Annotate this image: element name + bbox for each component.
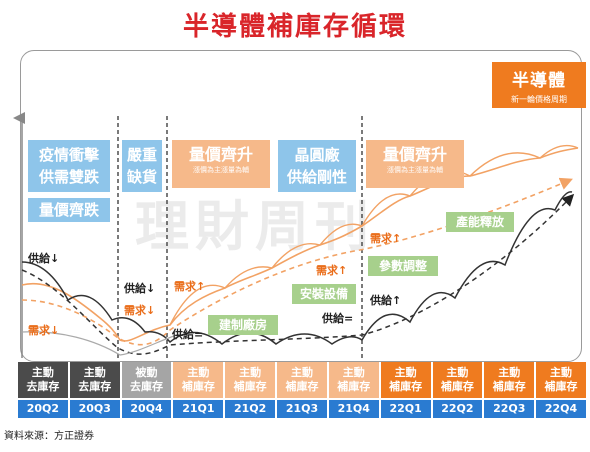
box-volume-price-rise-1-title: 量價齊升 (188, 145, 253, 164)
box-pandemic-shock: 疫情衝擊 供需雙跌 (28, 140, 110, 192)
period-cell: 21Q3 (277, 400, 327, 418)
brand-badge: 半導體 新一輪價格周期 (492, 62, 586, 108)
supply-trend-line (21, 193, 575, 355)
period-cell: 22Q2 (432, 400, 483, 418)
phase-cell: 主動 補庫存 (225, 362, 276, 398)
demand-curve (21, 147, 579, 342)
box-build-fab: 建制廠房 (208, 315, 278, 335)
diagram-frame (20, 50, 582, 362)
source-note: 資料來源：方正證券 (4, 431, 94, 442)
box-volume-price-rise-1-sub: 漲價為主漲量為輔 (193, 166, 249, 174)
period-cell: 21Q2 (225, 400, 276, 418)
box-volume-price-fall: 量價齊跌 (28, 198, 110, 222)
phase-cell: 主動 補庫存 (432, 362, 483, 398)
phase-cell: 主動 補庫存 (536, 362, 586, 398)
box-parameter-tuning: 參數調整 (368, 256, 438, 276)
period-cell: 22Q4 (536, 400, 586, 418)
supply-arcs (21, 191, 573, 345)
box-severe-shortage: 嚴重 缺貨 (122, 140, 162, 192)
phase-cell: 主動 補庫存 (173, 362, 224, 398)
label-supply-down-1: 供給↓ (28, 252, 60, 265)
phase-cell: 被動 去庫存 (121, 362, 172, 398)
watermark: 理財周刊 (135, 195, 375, 258)
label-supply-down-2: 供給↓ (124, 282, 156, 295)
label-demand-down-1: 需求↓ (28, 324, 60, 337)
phase-cell: 主動 去庫存 (18, 362, 68, 398)
phase-cell: 主動 補庫存 (277, 362, 327, 398)
box-volume-price-rise-2-sub: 漲價為主漲量為輔 (387, 166, 443, 174)
label-demand-up-1: 需求↑ (174, 280, 206, 293)
period-cell: 21Q4 (328, 400, 379, 418)
period-cell: 22Q3 (484, 400, 535, 418)
phase-cell: 主動 補庫存 (484, 362, 535, 398)
brand-subtitle: 新一輪價格周期 (511, 95, 567, 104)
label-supply-up: 供給↑ (370, 294, 402, 307)
box-volume-price-rise-2-title: 量價齊升 (382, 145, 447, 164)
period-cell: 20Q3 (69, 400, 120, 418)
box-volume-price-rise-2: 量價齊升 漲價為主漲量為輔 (366, 140, 464, 188)
box-fab-supply-rigidity: 晶圓廠 供給剛性 (278, 140, 356, 192)
box-install-equipment: 安裝設備 (292, 284, 356, 304)
label-demand-up-2: 需求↑ (316, 264, 348, 277)
phase-cell: 主動 補庫存 (328, 362, 379, 398)
brand-title: 半導體 (512, 71, 566, 91)
label-demand-up-3: 需求↑ (370, 232, 402, 245)
box-capacity-release: 產能釋放 (446, 212, 514, 232)
box-volume-price-rise-1: 量價齊升 漲價為主漲量為輔 (172, 140, 270, 188)
period-row: 20Q2 20Q3 20Q4 21Q1 21Q2 21Q3 21Q4 22Q1 … (18, 400, 586, 418)
period-cell: 20Q4 (121, 400, 172, 418)
phase-cell: 主動 補庫存 (380, 362, 431, 398)
label-demand-down-2: 需求↓ (124, 304, 156, 317)
phase-row: 主動 去庫存 主動 去庫存 被動 去庫存 主動 補庫存 主動 補庫存 主動 補庫存 主動 補庫… (18, 362, 586, 398)
period-cell: 20Q2 (18, 400, 68, 418)
label-supply-eq-2: 供給= (322, 312, 354, 325)
period-cell: 21Q1 (173, 400, 224, 418)
phase-cell: 主動 去庫存 (69, 362, 120, 398)
inventory-curve (21, 331, 181, 356)
page-title: 半導體補庫存循環 (182, 12, 407, 42)
demand-arcs (169, 144, 579, 326)
period-cell: 22Q1 (380, 400, 431, 418)
label-supply-eq-1: 供給= (172, 328, 204, 341)
